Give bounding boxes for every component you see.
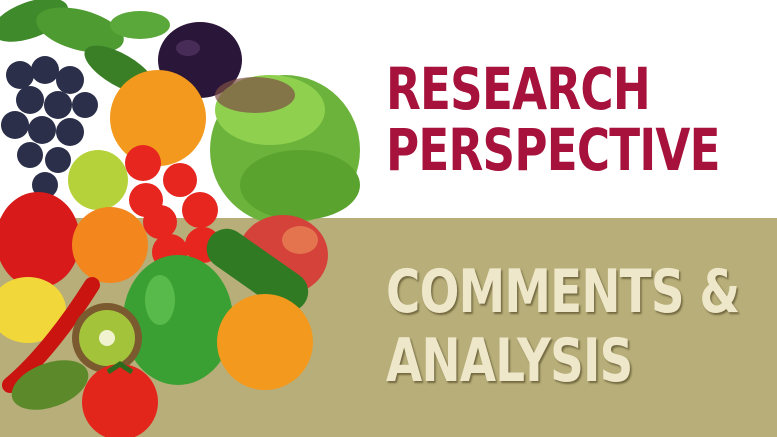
red-chili	[2, 277, 100, 393]
cucumber	[206, 228, 309, 312]
fruits-and-vegetables-illustration	[0, 0, 360, 437]
lettuce	[210, 75, 360, 225]
tomato	[82, 364, 158, 437]
subtitle-line-2: ANALYSIS	[386, 326, 633, 396]
tangerine	[72, 207, 148, 283]
green-bell-pepper	[123, 255, 233, 385]
orange	[110, 70, 206, 166]
title-line-2: PERSPECTIVE	[386, 116, 721, 184]
grapes	[1, 56, 98, 198]
lemon	[0, 277, 66, 343]
title-line-1: RESEARCH	[386, 55, 651, 123]
subtitle-line-1: COMMENTS &	[386, 257, 740, 327]
orange-bottom	[217, 294, 313, 390]
red-bell-pepper	[0, 192, 80, 288]
lime	[68, 150, 128, 210]
zucchini	[11, 360, 89, 410]
